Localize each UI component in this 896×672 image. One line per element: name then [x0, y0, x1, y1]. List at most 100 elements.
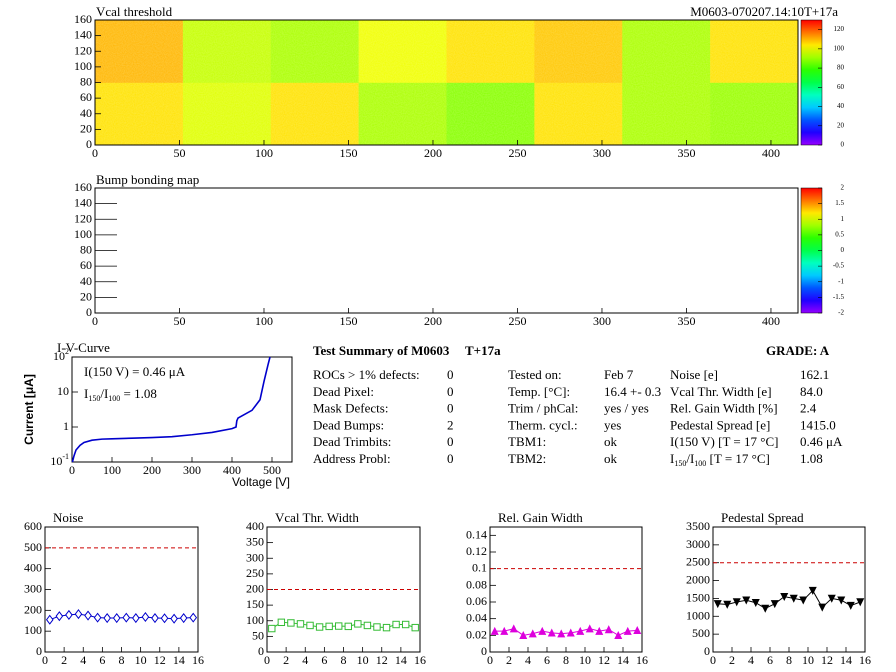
marker	[509, 624, 518, 633]
x-tick-label: 12	[154, 653, 166, 667]
marker	[500, 626, 509, 635]
marker	[151, 613, 159, 624]
summary-value: yes	[604, 417, 621, 432]
x-tick-label: 50	[173, 146, 185, 160]
y-tick-label: 2000	[686, 572, 710, 586]
x-tick-label: 16	[192, 653, 204, 667]
marker	[373, 623, 381, 631]
marker	[306, 621, 314, 630]
y-tick-text: 200	[246, 581, 264, 595]
summary-label: TBM2:	[508, 451, 546, 466]
y-tick-label: 3000	[686, 537, 710, 551]
y-tick-label: 0.1	[472, 560, 487, 574]
colorbar-label: -2	[838, 309, 844, 317]
y-tick-text: 20	[80, 121, 92, 135]
y-tick-label: 50	[252, 628, 264, 642]
x-tick-label: 2	[283, 653, 289, 667]
marker	[296, 620, 305, 628]
x-tick-label: 8	[786, 653, 792, 667]
x-tick-label: 0	[69, 463, 75, 477]
marker	[818, 603, 827, 612]
summary-label: Dead Pixel:	[313, 384, 374, 399]
y-tick-label: 60	[80, 90, 92, 104]
y-tick-label: 1500	[686, 590, 710, 604]
y-tick-label: 102	[53, 347, 69, 363]
summary-value: 0	[447, 401, 454, 416]
y-tick-exp: -1	[62, 452, 69, 461]
marker	[633, 626, 642, 635]
colorbar-label: 60	[837, 83, 845, 91]
y-tick-label: 100	[24, 623, 42, 637]
summary-label-part: 150	[674, 459, 686, 468]
y-tick-label: 0	[258, 644, 264, 658]
marker	[780, 592, 789, 601]
x-tick-label: 2	[506, 653, 512, 667]
summary-value: 84.0	[800, 384, 823, 399]
x-tick-label: 0	[710, 653, 716, 667]
x-tick-label: 14	[395, 653, 407, 667]
summary-value: 2	[447, 417, 454, 432]
series-line	[271, 621, 416, 629]
y-tick-label: 250	[246, 566, 264, 580]
summary-label: Trim / phCal:	[508, 401, 578, 416]
y-tick-text: 10	[57, 384, 69, 398]
summary-label: Mask Defects:	[313, 401, 388, 416]
x-tick-label: 6	[321, 653, 327, 667]
colorbar-label: 1	[841, 215, 845, 223]
x-tick-label: 4	[525, 653, 531, 667]
x-tick-label: 8	[341, 653, 347, 667]
y-tick-label: 350	[246, 534, 264, 548]
marker	[122, 612, 131, 623]
marker	[401, 620, 410, 629]
x-tick-label: 12	[598, 653, 610, 667]
y-tick-text: 1000	[686, 608, 710, 622]
summary-label: ROCs > 1% defects:	[313, 367, 420, 382]
y-tick-text: 80	[80, 242, 92, 256]
marker	[623, 626, 632, 635]
plot-frame	[71, 356, 293, 463]
x-tick-label: 16	[414, 653, 426, 667]
marker	[392, 620, 400, 629]
y-tick-text: 160	[74, 180, 92, 194]
summary-label: Therm. cycl.:	[508, 417, 578, 432]
summary-label: Rel. Gain Width [%]	[670, 401, 778, 416]
marker	[614, 631, 623, 640]
summary-label: TBM1:	[508, 434, 546, 449]
marker	[761, 604, 770, 613]
summary-value: 1415.0	[800, 417, 836, 432]
x-tick-label: 100	[255, 146, 273, 160]
y-tick-text: 300	[246, 550, 264, 564]
y-tick-text: 3500	[686, 519, 710, 533]
summary-grade: GRADE: A	[766, 343, 830, 358]
y-tick-label: 20	[80, 289, 92, 303]
summary-label-part: Noise [e]	[670, 367, 718, 382]
marker	[411, 623, 419, 632]
marker	[335, 622, 343, 630]
summary-label: Tested on:	[508, 367, 562, 382]
y-tick-label: 0.04	[466, 610, 487, 624]
annotation-part: /I	[100, 386, 108, 401]
y-tick-text: 140	[74, 27, 92, 41]
marker	[770, 600, 779, 609]
annotation: I(150 V) = 0.46 μA	[84, 364, 186, 379]
colorbar-label: -1.5	[833, 293, 845, 301]
marker	[595, 626, 604, 635]
summary-title: Test Summary of M0603	[313, 343, 450, 358]
x-tick-label: 0	[264, 653, 270, 667]
y-tick-text: 3000	[686, 537, 710, 551]
y-tick-text: 80	[80, 74, 92, 88]
annotation-part: I	[84, 386, 88, 401]
marker	[354, 620, 362, 628]
x-tick-label: 14	[173, 653, 185, 667]
x-tick-label: 2	[61, 653, 67, 667]
x-tick-label: 10	[135, 653, 147, 667]
y-tick-text: 0.02	[466, 627, 487, 641]
x-axis-label: Voltage [V]	[232, 475, 290, 489]
y-tick-label: 0	[36, 644, 42, 658]
y-tick-text: 0	[36, 644, 42, 658]
summary-label-part: [T = 17 °C]	[706, 451, 770, 466]
marker	[751, 599, 760, 608]
y-tick-label: 2500	[686, 554, 710, 568]
marker	[837, 596, 846, 605]
marker	[808, 586, 817, 595]
